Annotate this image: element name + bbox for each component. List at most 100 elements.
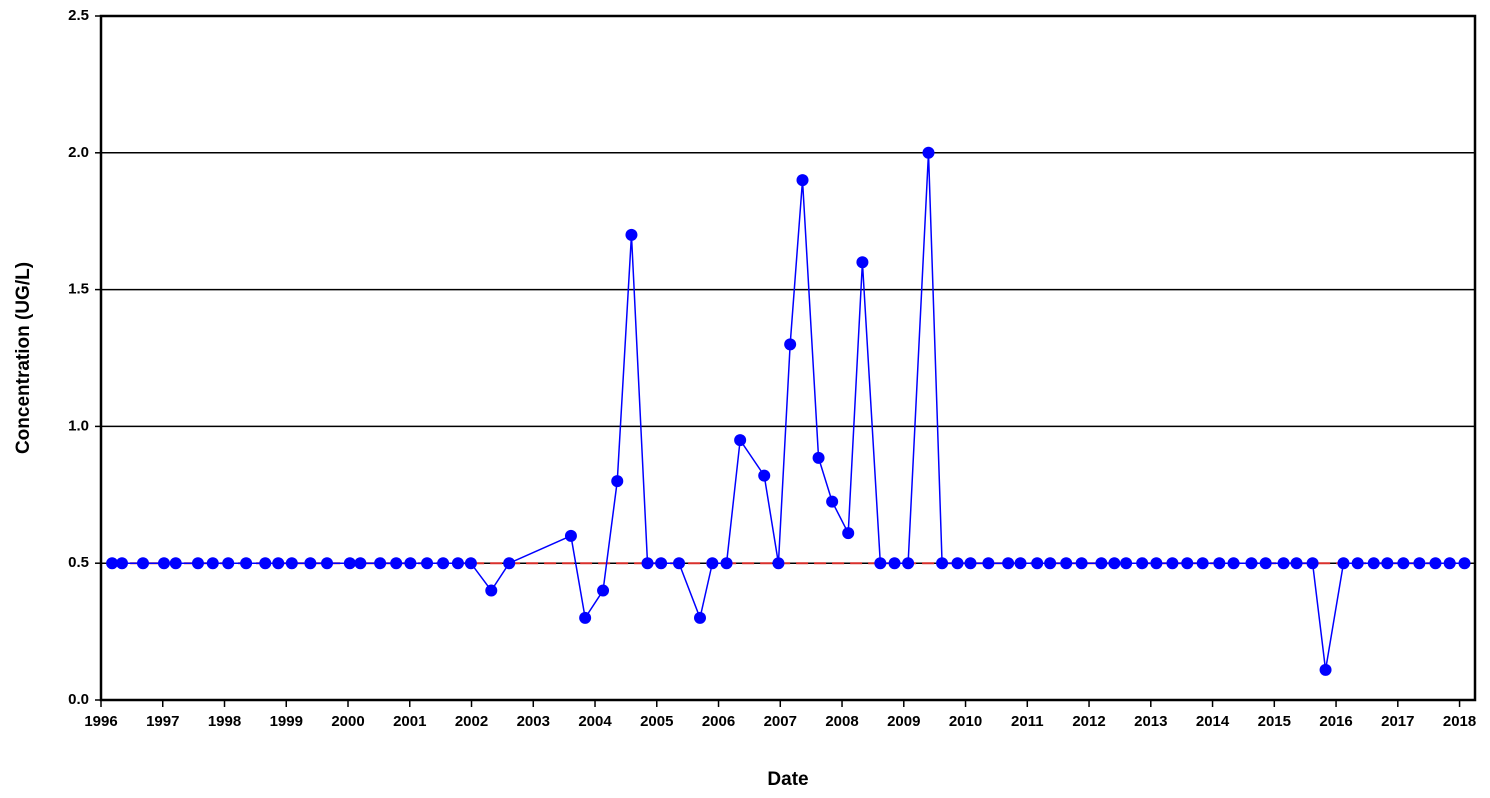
data-point [191, 557, 204, 570]
data-point [1181, 557, 1194, 570]
data-point [597, 584, 610, 597]
x-tick-label: 2000 [331, 713, 364, 730]
data-point [758, 469, 771, 482]
data-point [1367, 557, 1380, 570]
data-point [421, 557, 434, 570]
x-tick-label: 2015 [1258, 713, 1291, 730]
data-point [451, 557, 464, 570]
data-point [564, 529, 577, 542]
data-point [272, 557, 285, 570]
data-point [694, 611, 707, 624]
data-point [874, 557, 887, 570]
data-point [1319, 663, 1332, 676]
data-point [720, 557, 733, 570]
data-point [1337, 557, 1350, 570]
x-tick-label: 2012 [1072, 713, 1105, 730]
data-point [784, 338, 797, 351]
x-tick-label: 2018 [1443, 713, 1476, 730]
data-point [1095, 557, 1108, 570]
plot-frame [99, 14, 1477, 702]
x-tick-label: 1996 [84, 713, 117, 730]
data-point [936, 557, 949, 570]
x-tick-label: 2010 [949, 713, 982, 730]
data-point [1060, 557, 1073, 570]
y-axis-label: Concentration (UG/L) [13, 262, 34, 454]
x-tick-label: 2006 [702, 713, 735, 730]
data-point [1075, 557, 1088, 570]
data-point [1213, 557, 1226, 570]
data-point [655, 557, 668, 570]
data-point [1031, 557, 1044, 570]
data-point [951, 557, 964, 570]
data-point [1002, 557, 1015, 570]
data-point [222, 557, 235, 570]
y-tick-label: 1.0 [68, 417, 89, 434]
data-point [1413, 557, 1426, 570]
data-point [1351, 557, 1364, 570]
x-tick-label: 1997 [146, 713, 179, 730]
data-point [503, 557, 516, 570]
x-tick-label: 2003 [517, 713, 550, 730]
x-tick-label: 2013 [1134, 713, 1167, 730]
data-point [1014, 557, 1027, 570]
data-point [1290, 557, 1303, 570]
data-point [1397, 557, 1410, 570]
x-tick-label: 2017 [1381, 713, 1414, 730]
data-point [1458, 557, 1471, 570]
data-point [157, 557, 170, 570]
data-point [374, 557, 387, 570]
x-tick-label: 2007 [764, 713, 797, 730]
data-point [206, 557, 219, 570]
data-point [826, 495, 839, 508]
x-tick-label: 2011 [1011, 713, 1044, 730]
x-tick-label: 2016 [1319, 713, 1352, 730]
data-point [1227, 557, 1240, 570]
data-point [136, 557, 149, 570]
data-point [902, 557, 915, 570]
data-point [1120, 557, 1133, 570]
data-point [464, 557, 477, 570]
data-point [285, 557, 298, 570]
data-point [354, 557, 367, 570]
x-tick-label: 2001 [393, 713, 426, 730]
data-point [1306, 557, 1319, 570]
data-point [1259, 557, 1272, 570]
data-point [1245, 557, 1258, 570]
x-tick-label: 2008 [825, 713, 858, 730]
data-point [390, 557, 403, 570]
data-point [611, 475, 624, 488]
x-tick-label: 2009 [887, 713, 920, 730]
y-tick-label: 2.0 [68, 144, 89, 161]
x-axis-label: Date [767, 769, 808, 790]
data-point [404, 557, 417, 570]
data-point [1166, 557, 1179, 570]
data-point [1150, 557, 1163, 570]
data-point [304, 557, 317, 570]
data-point [240, 557, 253, 570]
data-point [437, 557, 450, 570]
data-point [343, 557, 356, 570]
x-tick-label: 2005 [640, 713, 673, 730]
data-point [796, 174, 809, 187]
x-tick-label: 1999 [270, 713, 303, 730]
data-point [1196, 557, 1209, 570]
data-point [982, 557, 995, 570]
data-point [259, 557, 272, 570]
data-point [772, 557, 785, 570]
data-point [1277, 557, 1290, 570]
data-point [106, 557, 119, 570]
series-line [112, 152, 1465, 671]
data-point [706, 557, 719, 570]
data-point [1136, 557, 1149, 570]
data-point [579, 611, 592, 624]
x-tick-label: 2004 [578, 713, 612, 730]
y-tick-label: 2.5 [68, 7, 89, 24]
data-point [485, 584, 498, 597]
data-point [734, 434, 747, 447]
data-point [673, 557, 686, 570]
data-point [625, 228, 638, 241]
data-point [922, 146, 935, 159]
data-point [641, 557, 654, 570]
data-point [964, 557, 977, 570]
data-point [1381, 557, 1394, 570]
